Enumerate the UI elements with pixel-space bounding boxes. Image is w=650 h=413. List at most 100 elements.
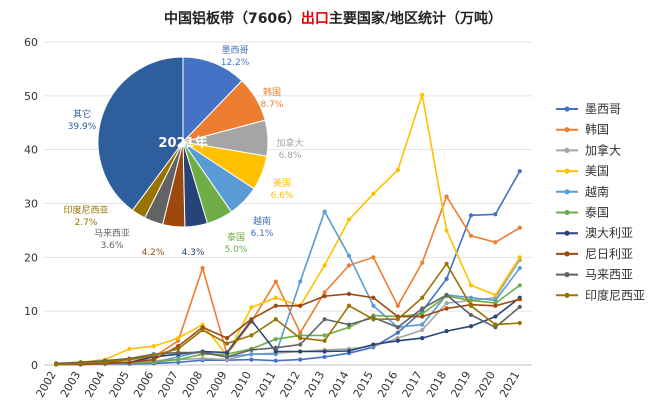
data-point [517,225,522,230]
data-point [468,303,474,308]
series-line [56,284,521,366]
data-point [224,350,230,355]
legend-label: 加拿大 [585,142,621,157]
legend-swatch-marker [564,127,570,133]
legend-item: 加拿大 [556,142,621,157]
data-point [420,335,425,341]
legend-item: 越南 [556,184,609,199]
data-point [176,346,181,351]
data-point [371,342,376,347]
data-point [493,314,498,319]
x-tick-label: 2017 [400,369,425,400]
data-point [420,322,425,327]
data-point [420,327,425,333]
data-point [298,303,303,308]
data-point [127,346,132,351]
data-point [176,350,181,355]
pie-slice-name: 韩国 [263,86,281,98]
legend-label: 马来西亚 [585,268,633,282]
legend-swatch-marker [564,272,570,278]
legend-label: 泰国 [585,206,609,220]
data-point [468,298,474,303]
pie-center-label: 2021年 [158,135,207,151]
data-point [127,357,132,362]
data-point [200,266,205,271]
data-point [444,328,449,334]
data-point [322,317,327,322]
pie-slice-value: 5.0% [225,245,248,255]
y-tick-label: 20 [24,251,38,264]
data-point [395,317,400,322]
series-9 [54,261,522,367]
data-point [151,357,156,362]
legend-swatch-marker [564,251,570,257]
x-tick-label: 2005 [107,369,132,400]
legend-label: 澳大利亚 [585,226,633,240]
x-tick-label: 2008 [180,369,205,400]
pie-chart: 墨西哥 12.2% 韩国 8.7% 加拿大 6.8% 美国 6.6% 越南 6.1% 泰国 5.0% 澳… [63,45,303,258]
pie-slice-name: 其它 [73,108,91,120]
data-point [420,314,425,319]
data-point [273,303,278,308]
x-tick-label: 2013 [302,369,327,400]
data-point [176,357,181,362]
data-point [249,347,254,353]
pie-slice-name: 澳大利亚 [175,234,211,246]
pie-slice-name: 美国 [273,177,291,189]
data-point [298,335,303,341]
pie-slice-value: 8.7% [261,100,284,110]
data-point [371,255,376,260]
data-point [249,317,254,322]
data-point [468,213,474,218]
data-point [444,194,449,199]
data-point [468,324,474,329]
data-point [517,297,522,302]
data-point [517,283,522,288]
data-point [395,330,400,335]
pie-slice-value: 39.9% [68,122,97,132]
y-tick-label: 10 [24,305,38,318]
data-point [298,349,303,354]
series-line [56,94,521,365]
legend-label: 美国 [585,164,609,178]
data-point [346,348,352,354]
data-point [493,292,498,298]
legend-item: 澳大利亚 [556,226,633,240]
data-point [78,361,83,366]
data-point [346,291,352,297]
legend-item: 墨西哥 [556,102,621,116]
y-tick-label: 60 [24,36,38,49]
data-point [224,335,230,341]
data-point [493,322,498,327]
data-point [322,349,327,354]
chart-title-suffix: 主要国家/地区统计（万吨） [329,10,502,27]
pie-slice-name: 墨西哥 [221,45,248,56]
pie-slice [182,56,243,144]
line-series [54,92,522,367]
data-point [444,300,449,306]
data-point [273,349,278,354]
data-point [395,325,400,330]
pie-slice-name: 越南 [253,215,271,227]
x-tick-label: 2006 [131,369,156,400]
data-point [346,263,352,268]
data-point [493,303,498,308]
data-point [444,292,449,298]
series-line [56,294,521,365]
pie-slice-value: 2.7% [75,218,98,228]
pie-slice-value: 6.1% [251,229,274,239]
data-point [224,341,230,346]
data-point [54,362,59,367]
x-tick-label: 2010 [229,369,254,400]
pie-slice-value: 4.3% [182,248,205,258]
data-point [493,212,498,217]
pie-slice-name: 印度尼西亚 [63,204,108,216]
legend-item: 韩国 [556,122,609,137]
pie-slice-value: 12.2% [221,58,250,68]
data-point [395,168,400,173]
data-point [273,337,278,342]
legend-swatch-marker [564,147,570,153]
x-tick-label: 2007 [156,369,181,400]
data-point [249,305,254,310]
